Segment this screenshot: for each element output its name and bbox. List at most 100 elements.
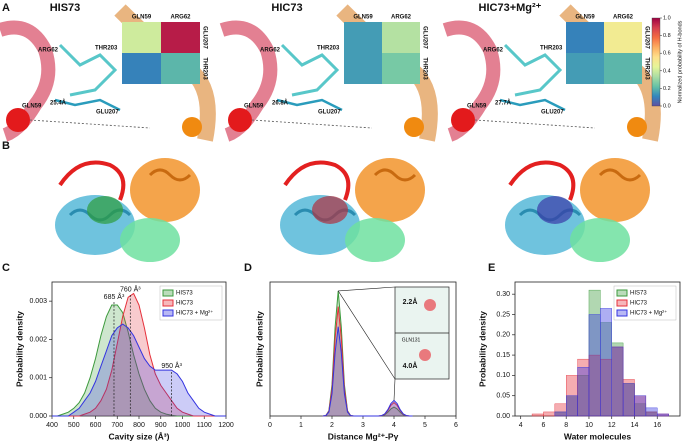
area <box>322 306 413 416</box>
column-label: GLN59 <box>575 15 595 21</box>
atom <box>419 349 431 361</box>
residue-label: GLU207 <box>541 110 564 116</box>
line <box>52 323 226 417</box>
panel-label: B <box>2 140 10 152</box>
colorbar-label: Normalized probability of H-bonds <box>677 20 683 103</box>
area <box>52 305 226 416</box>
inset-label: 2.2Å <box>403 297 418 306</box>
heatmap-cell <box>344 22 382 53</box>
x-axis-label: Cavity size (Å³) <box>109 431 170 441</box>
structure-title: HIC73 <box>271 2 302 14</box>
y-tick-label: 0.003 <box>29 298 47 305</box>
x-tick-label: 6 <box>454 422 458 429</box>
column-label: ARG62 <box>613 15 634 21</box>
structure-title: HIS73 <box>50 2 81 14</box>
x-tick-label: 1 <box>299 422 303 429</box>
bar <box>645 407 658 417</box>
bar <box>588 314 601 417</box>
y-tick-label: 0.25 <box>496 311 510 318</box>
legend-label: HIS73 <box>630 291 647 297</box>
row-label: THR203 <box>421 57 427 80</box>
area <box>52 324 226 416</box>
line <box>322 326 413 417</box>
protein-image <box>278 156 427 264</box>
x-tick-label: 1200 <box>218 422 234 429</box>
x-tick-label: 12 <box>608 422 616 429</box>
legend-label: HIS73 <box>176 291 193 297</box>
protein-image <box>53 156 202 264</box>
colorbar-tick-label: 0.8 <box>663 33 671 39</box>
y-tick-label: 0.15 <box>496 352 510 359</box>
legend-swatch <box>616 299 628 307</box>
x-tick-label: 1100 <box>197 422 212 429</box>
bar <box>622 383 635 417</box>
column-label: ARG62 <box>391 15 412 21</box>
legend-swatch <box>162 289 174 297</box>
panel-label: A <box>2 2 10 14</box>
residue-label: GLU207 <box>96 110 119 116</box>
x-tick-label: 5 <box>423 422 427 429</box>
x-axis-label: Distance Mg²⁺-Pγ <box>328 431 399 441</box>
residue-label: THR203 <box>540 46 563 52</box>
residue-label: ARG62 <box>483 48 504 54</box>
y-tick-label: 0.20 <box>496 332 510 339</box>
residue-label: ARG62 <box>260 48 281 54</box>
x-tick-label: 3 <box>361 422 365 429</box>
colorbar-tick-label: 0.2 <box>663 86 671 92</box>
x-tick-label: 4 <box>519 422 523 429</box>
bar <box>543 411 556 417</box>
legend-swatch <box>162 309 174 317</box>
y-tick-label: 0.000 <box>29 413 47 420</box>
x-tick-label: 0 <box>268 422 272 429</box>
distance-label: 27.7Å <box>495 100 512 107</box>
x-tick-label: 14 <box>631 422 639 429</box>
x-tick-label: 500 <box>68 422 80 429</box>
legend-label: HIC73 <box>176 301 194 307</box>
y-tick-label: 0.002 <box>29 336 47 343</box>
legend-swatch <box>616 289 628 297</box>
residue-label: ARG62 <box>38 48 59 54</box>
x-tick-label: 8 <box>564 422 568 429</box>
heatmap-cell <box>382 22 420 53</box>
panel-label: C <box>2 262 10 274</box>
bar <box>531 413 544 417</box>
colorbar <box>651 17 661 107</box>
legend-label: HIC73 + Mg²⁺ <box>630 310 667 317</box>
colorbar-tick-label: 0.4 <box>663 68 671 74</box>
legend-label: HIC73 <box>630 301 648 307</box>
residue-label: GLN59 <box>22 104 42 110</box>
heatmap-cell <box>122 53 161 84</box>
y-tick-label: 0.10 <box>496 372 510 379</box>
heatmap-cell <box>122 22 161 53</box>
structure-title: HIC73+Mg²⁺ <box>479 2 542 14</box>
x-tick-label: 6 <box>541 422 545 429</box>
row-label: THR203 <box>643 57 649 80</box>
bar <box>611 346 624 417</box>
legend-swatch <box>162 299 174 307</box>
cavity <box>537 196 573 224</box>
y-tick-label: 0.05 <box>496 393 510 400</box>
row-label: GLU207 <box>201 26 207 49</box>
column-label: ARG62 <box>170 15 191 21</box>
panel-label: D <box>244 262 252 274</box>
inset-label: GLN131 <box>402 337 421 343</box>
bar <box>634 395 647 417</box>
distance-label: 26.8Å <box>272 100 289 107</box>
bar <box>577 367 590 417</box>
x-tick-label: 800 <box>133 422 145 429</box>
heatmap-cell <box>566 22 604 53</box>
heatmap-cell <box>566 53 604 84</box>
legend-box <box>159 285 223 321</box>
inset-pointer <box>393 378 396 401</box>
residue-label: GLN59 <box>244 104 264 110</box>
x-tick-label: 16 <box>653 422 661 429</box>
colorbar-tick-label: 0.6 <box>663 51 671 57</box>
y-axis-label: Probability density <box>14 311 24 387</box>
x-axis-label: Water molecules <box>564 431 632 441</box>
bar <box>600 308 612 417</box>
x-tick-label: 10 <box>585 422 593 429</box>
y-tick-label: 0.30 <box>496 291 510 298</box>
y-axis-label: Probability density <box>254 311 264 387</box>
protein-image <box>503 156 652 264</box>
